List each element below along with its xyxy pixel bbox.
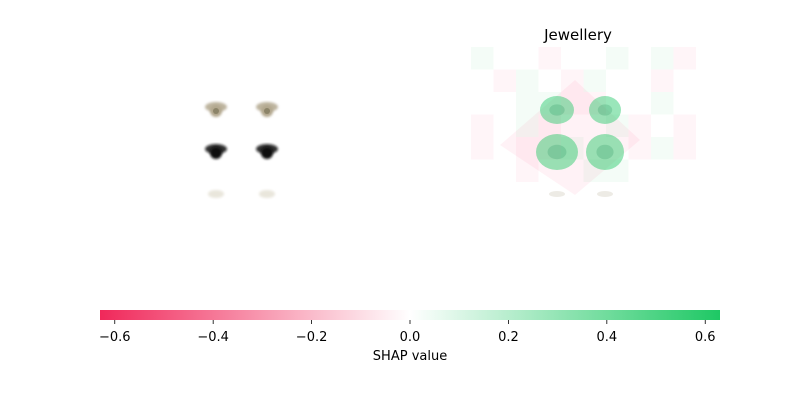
colorbar-tick-label: 0.2 xyxy=(498,330,519,345)
shap-overlay-panel xyxy=(471,47,696,197)
earring-middle-earrings xyxy=(256,144,278,159)
shap-cell xyxy=(606,159,629,182)
shap-blob-lower-left xyxy=(536,134,578,170)
colorbar-label: SHAP value xyxy=(373,349,447,364)
shap-cell xyxy=(516,92,539,115)
shap-cell xyxy=(516,137,539,160)
shap-cell xyxy=(651,69,674,92)
shap-blob-upper-left xyxy=(540,96,574,124)
shap-cell xyxy=(583,69,606,92)
shap-cell xyxy=(673,47,696,70)
shap-cell xyxy=(471,47,494,70)
shap-cell xyxy=(516,159,539,182)
shap-cell xyxy=(606,114,629,137)
shap-cell xyxy=(561,92,584,115)
shap-cell xyxy=(673,114,696,137)
colorbar xyxy=(100,310,720,320)
shap-cell xyxy=(651,92,674,115)
shap-cell xyxy=(493,69,516,92)
shap-cell xyxy=(673,137,696,160)
colorbar-tick-label: −0.2 xyxy=(296,330,328,345)
shap-cell xyxy=(606,47,629,70)
earring-lower-earrings xyxy=(259,190,275,198)
shap-blob-lower-right xyxy=(586,134,624,170)
shap-faint-earring xyxy=(597,191,613,197)
colorbar-tick-label: −0.6 xyxy=(99,330,131,345)
input-image-panel xyxy=(205,102,278,198)
shap-cell xyxy=(538,92,561,115)
colorbar-tick-label: −0.4 xyxy=(197,330,229,345)
shap-negative-region xyxy=(500,80,640,195)
earring-middle-earrings xyxy=(205,144,227,159)
shap-cell xyxy=(516,114,539,137)
earring-upper-earrings xyxy=(205,102,227,117)
shap-cell xyxy=(561,137,584,160)
shap-cell xyxy=(651,47,674,70)
shap-cell xyxy=(538,114,561,137)
shap-cell xyxy=(651,137,674,160)
shap-panel-title: Jewellery xyxy=(543,26,612,44)
shap-faint-earring xyxy=(549,191,565,197)
shap-cell xyxy=(628,114,651,137)
shap-cell xyxy=(538,47,561,70)
shap-cell xyxy=(471,137,494,160)
shap-cell xyxy=(561,69,584,92)
colorbar-tick-label: 0.6 xyxy=(695,330,716,345)
earring-upper-earrings xyxy=(256,102,278,117)
shap-blob-upper-right xyxy=(589,96,621,124)
shap-cell xyxy=(583,159,606,182)
colorbar-tick-label: 0.4 xyxy=(596,330,617,345)
colorbar-ticks: −0.6 −0.4 −0.2 0.0 0.2 0.4 0.6 xyxy=(99,320,716,345)
shap-cell xyxy=(516,69,539,92)
shap-cell xyxy=(628,137,651,160)
earring-lower-earrings xyxy=(208,190,224,198)
colorbar-tick-label: 0.0 xyxy=(400,330,421,345)
shap-cell xyxy=(538,137,561,160)
shap-cell xyxy=(583,92,606,115)
shap-cell xyxy=(471,114,494,137)
